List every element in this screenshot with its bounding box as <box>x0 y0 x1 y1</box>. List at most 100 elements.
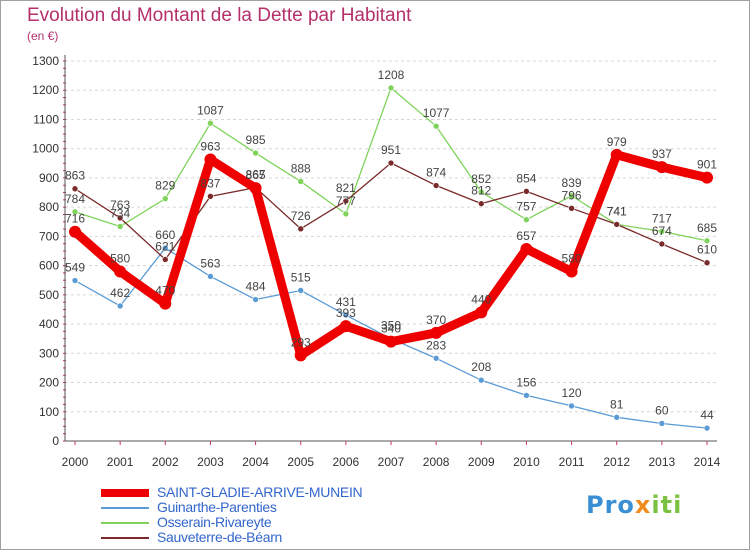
data-label: 821 <box>336 181 356 195</box>
data-point <box>161 195 169 202</box>
data-point <box>520 242 533 255</box>
data-point <box>114 265 127 278</box>
data-point <box>71 185 79 193</box>
data-label: 580 <box>110 251 130 265</box>
data-label: 393 <box>336 306 356 320</box>
data-label: 283 <box>426 338 446 352</box>
legend-item: Sauveterre-de-Béarn <box>101 530 441 545</box>
data-label: 431 <box>336 295 356 309</box>
x-tick-label: 2003 <box>197 455 224 469</box>
data-point <box>523 188 530 195</box>
logo-part-1: Pro <box>586 491 635 519</box>
x-tick-label: 2006 <box>333 455 360 469</box>
x-tick-label: 2014 <box>694 455 721 469</box>
x-tick-label: 2002 <box>152 455 179 469</box>
data-label: 484 <box>246 280 266 294</box>
data-label: 796 <box>562 188 582 202</box>
data-point <box>161 244 169 252</box>
data-point <box>701 171 713 184</box>
data-label: 293 <box>291 335 311 349</box>
data-point <box>71 277 79 284</box>
data-label: 340 <box>381 322 401 336</box>
data-point <box>116 302 124 310</box>
y-tick-label: 0 <box>52 434 59 448</box>
legend-swatch <box>101 507 149 509</box>
x-tick-label: 2001 <box>107 455 134 469</box>
x-tick-label: 2000 <box>62 455 89 469</box>
data-label: 440 <box>471 292 491 306</box>
data-label: 208 <box>471 360 491 374</box>
data-label: 350 <box>381 319 401 333</box>
data-point <box>252 149 259 157</box>
data-point <box>342 311 350 319</box>
data-label: 549 <box>65 261 85 275</box>
data-point <box>703 259 711 266</box>
data-label: 610 <box>697 243 717 257</box>
x-tick-label: 2011 <box>559 455 585 469</box>
data-label: 717 <box>652 211 672 225</box>
logo-part-2: x <box>634 491 652 519</box>
data-label: 734 <box>110 206 130 220</box>
data-point <box>610 148 623 161</box>
y-tick-label: 1000 <box>32 142 59 156</box>
data-point <box>297 225 305 233</box>
data-point <box>565 265 578 278</box>
data-point <box>207 193 214 200</box>
data-point <box>523 392 530 399</box>
data-label: 1208 <box>378 68 405 82</box>
legend-label: Sauveterre-de-Béarn <box>157 529 283 545</box>
data-point <box>658 228 666 235</box>
data-label: 874 <box>426 166 446 180</box>
data-point <box>204 153 217 166</box>
data-label: 120 <box>562 386 582 400</box>
data-label: 81 <box>610 397 624 411</box>
data-label: 726 <box>291 209 311 223</box>
x-tick-label: 2008 <box>423 455 450 469</box>
data-point <box>613 221 621 228</box>
data-label: 1087 <box>197 103 224 117</box>
data-label: 660 <box>155 228 175 242</box>
legend-swatch <box>101 489 149 497</box>
data-point <box>252 296 259 303</box>
data-point <box>430 326 443 339</box>
data-point <box>477 376 485 384</box>
data-label: 44 <box>700 408 714 422</box>
y-tick-label: 500 <box>39 288 59 302</box>
data-label: 963 <box>200 140 220 154</box>
legend-item: Guinarthe-Parenties <box>101 500 441 515</box>
data-label: 156 <box>516 375 536 389</box>
data-point <box>69 225 81 238</box>
y-tick-label: 400 <box>39 317 59 331</box>
y-tick-label: 300 <box>39 346 59 360</box>
data-label: 854 <box>516 171 536 185</box>
legend-label: Osserain-Rivareyte <box>157 514 272 530</box>
data-label: 657 <box>516 229 536 243</box>
x-tick-label: 2007 <box>378 455 405 469</box>
data-point <box>161 256 169 263</box>
data-point <box>475 306 488 319</box>
data-point <box>703 424 711 432</box>
data-point <box>613 414 621 421</box>
data-point <box>387 84 395 92</box>
data-point <box>703 237 711 245</box>
data-point <box>655 161 668 174</box>
logo-part-3: iti <box>651 491 683 519</box>
chart-subtitle: (en €) <box>27 29 59 43</box>
data-point <box>116 214 124 222</box>
data-point <box>658 240 666 248</box>
y-tick-label: 700 <box>39 229 59 243</box>
x-tick-label: 2004 <box>242 455 269 469</box>
data-point <box>477 188 485 196</box>
data-point <box>658 420 666 427</box>
data-label: 837 <box>200 176 220 190</box>
legend-swatch <box>101 537 149 539</box>
y-tick-label: 1100 <box>33 112 59 126</box>
data-point <box>568 205 575 212</box>
data-label: 763 <box>110 198 130 212</box>
data-point <box>432 354 440 362</box>
x-tick-label: 2009 <box>468 455 495 469</box>
data-label: 901 <box>697 158 717 172</box>
data-label: 563 <box>200 256 220 270</box>
data-label: 951 <box>381 143 401 157</box>
